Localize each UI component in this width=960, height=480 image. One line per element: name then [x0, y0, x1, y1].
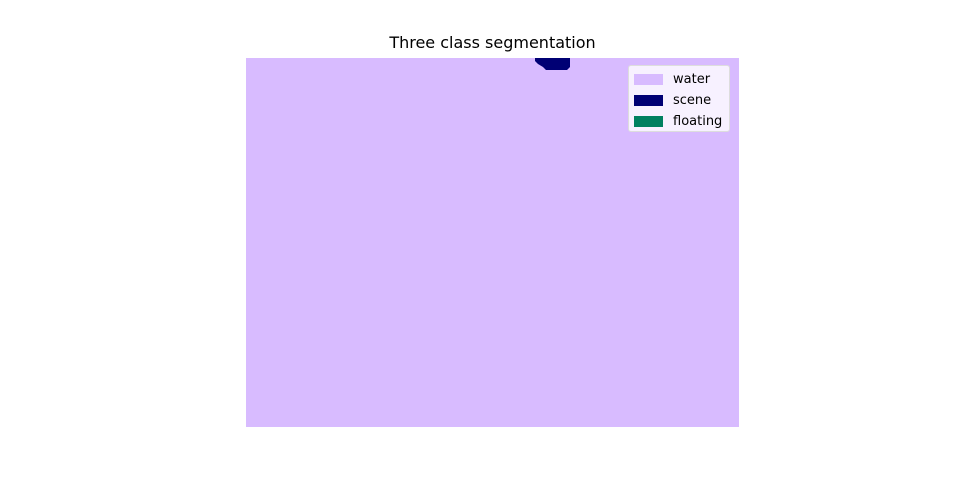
scene-region: [535, 58, 570, 70]
legend-label-scene: scene: [673, 93, 712, 108]
legend-label-water: water: [673, 72, 711, 87]
legend-label-floating: floating: [673, 114, 723, 129]
legend-swatch-scene: [634, 95, 663, 106]
legend-swatch-water: [634, 74, 663, 85]
plot-title: Three class segmentation: [389, 33, 596, 52]
legend-item-scene: scene: [634, 90, 729, 111]
legend-item-floating: floating: [634, 111, 729, 132]
legend: water scene floating: [628, 65, 730, 132]
legend-item-water: water: [634, 69, 729, 90]
legend-swatch-floating: [634, 116, 663, 127]
